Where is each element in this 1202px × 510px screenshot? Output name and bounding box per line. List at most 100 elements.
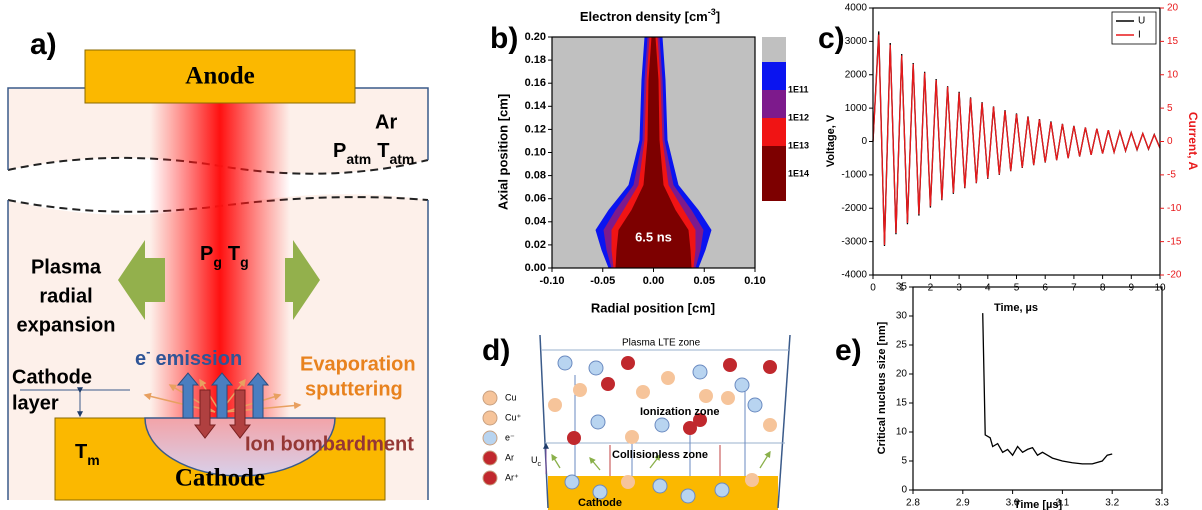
y2-tick-label: -20	[1167, 270, 1182, 281]
x-tick-label: 0.05	[694, 275, 715, 287]
contour-region	[615, 37, 692, 268]
panel-label: c)	[818, 22, 845, 55]
legend-box	[1111, 11, 1157, 45]
x-tick-label: 3.1	[1055, 498, 1069, 509]
y2-tick-label: 15	[1167, 36, 1179, 47]
legend-label: Ar	[505, 452, 514, 462]
y-tick-label: 0.06	[525, 193, 546, 205]
x-tick-label: 2	[928, 283, 934, 294]
data-line	[982, 313, 1113, 465]
x-tick-label: 2.9	[956, 498, 970, 509]
x-tick-label: -0.05	[590, 275, 615, 287]
x-tick-label: 5	[1014, 283, 1020, 294]
legend-label: e⁻	[505, 432, 515, 442]
green-arrows	[551, 450, 771, 471]
panel-label: e)	[835, 334, 862, 367]
y2-tick-label: 5	[1167, 103, 1173, 114]
y-tick-label: 0.10	[525, 146, 546, 158]
field-lines	[574, 375, 746, 476]
x-tick-label: 10	[1154, 283, 1166, 294]
y-tick-label: -4000	[841, 270, 867, 281]
y-tick-label: -1000	[841, 170, 867, 181]
x-tick-label: 0.00	[643, 275, 664, 287]
cathode-label: Cathode	[578, 497, 622, 509]
particles	[548, 355, 777, 504]
ion-arrows	[193, 389, 252, 439]
evaporation-label: sputtering	[305, 378, 403, 400]
y-tick-label: 0.12	[525, 123, 546, 135]
gas-state-label: Pg Tg	[200, 243, 249, 269]
y-tick-label: -3000	[841, 236, 867, 247]
chamber-wall	[7, 87, 429, 500]
anode	[84, 49, 356, 104]
legend-swatch	[482, 450, 498, 466]
legend-swatch	[482, 410, 498, 426]
colorbar-swatch	[762, 146, 786, 201]
legend: Cu Cu⁺ e⁻ Ar Ar⁺	[482, 390, 522, 486]
y-tick-label: 30	[896, 311, 908, 322]
legend-swatch	[482, 390, 498, 406]
x-tick-label: 8	[1100, 283, 1106, 294]
y-axis-label: Voltage, V	[825, 114, 837, 167]
anode-label: Anode	[185, 63, 254, 90]
wall	[777, 334, 791, 509]
zone-label: Ionization zone	[640, 406, 719, 418]
x-tick-label: 3.0	[1006, 498, 1020, 509]
y-tick-label: 0.04	[525, 216, 547, 228]
y-tick-label: 0	[901, 485, 907, 496]
layer-label: Cathode	[12, 366, 92, 388]
y2-tick-label: -5	[1167, 170, 1176, 181]
zone-label: Plasma LTE zone	[622, 338, 701, 349]
x-tick-label: 3.3	[1155, 498, 1169, 509]
y-tick-label: 10	[896, 427, 908, 438]
evaporation-label: Evaporation	[300, 353, 416, 375]
x-tick-label: 4	[985, 283, 991, 294]
emission-arrows	[176, 372, 270, 419]
voltage-label: Uc	[531, 455, 542, 468]
legend-label: Ar⁺	[505, 472, 519, 482]
colorbar-label: 1E11	[788, 84, 809, 94]
x-tick-label: 3	[956, 283, 962, 294]
melt-pool	[144, 417, 336, 477]
colorbar-swatch	[762, 118, 786, 146]
panel-label: b)	[490, 22, 518, 55]
y2-tick-label: 0	[1167, 136, 1173, 147]
layer-label: layer	[12, 392, 59, 414]
panel-b: b) Electron density [cm-3] Radial positi…	[490, 7, 720, 315]
wall	[539, 334, 549, 509]
y2-tick-label: 20	[1167, 3, 1179, 14]
x-tick-label: 9	[1129, 283, 1135, 294]
x-tick-label: 0	[870, 283, 876, 294]
legend-label: I	[1138, 30, 1141, 41]
x-tick-label: 6	[1042, 283, 1048, 294]
chart-title: Electron density [cm-3]	[580, 7, 720, 24]
colorbar-swatch	[762, 62, 786, 90]
x-tick-label: -0.10	[539, 275, 564, 287]
x-axis-label: Radial position [cm]	[591, 300, 715, 315]
y-tick-label: 0.20	[525, 31, 546, 43]
y2-axis-label: Current, A	[1186, 112, 1200, 171]
expansion-label: Plasma	[31, 256, 102, 278]
y-tick-label: 35	[896, 282, 908, 293]
x-tick-label: 3.2	[1105, 498, 1119, 509]
colorbar-label: 1E13	[788, 140, 809, 150]
y2-tick-label: 10	[1167, 69, 1179, 80]
cathode-label: Cathode	[175, 465, 265, 492]
legend-swatch	[482, 470, 498, 486]
zone-label: Collisionless zone	[612, 449, 708, 461]
panel-a: a) Anode Ar Patm Tatm Plasma radial expan…	[7, 28, 429, 501]
annotation: 6.5 ns	[635, 229, 672, 244]
y-tick-label: 4000	[845, 3, 868, 14]
panel-label: d)	[482, 334, 510, 367]
y2-tick-label: -10	[1167, 203, 1182, 214]
y-axis-label: Axial position [cm]	[495, 94, 510, 210]
emission-label: e-emission	[135, 344, 242, 370]
legend-swatch	[482, 430, 498, 446]
melt-temp-label: Tm	[75, 441, 100, 467]
y-tick-label: 15	[896, 398, 908, 409]
y-tick-label: 25	[896, 340, 908, 351]
legend-label: U	[1138, 16, 1145, 27]
y-tick-label: 3000	[845, 36, 868, 47]
expansion-label: radial	[39, 285, 92, 307]
